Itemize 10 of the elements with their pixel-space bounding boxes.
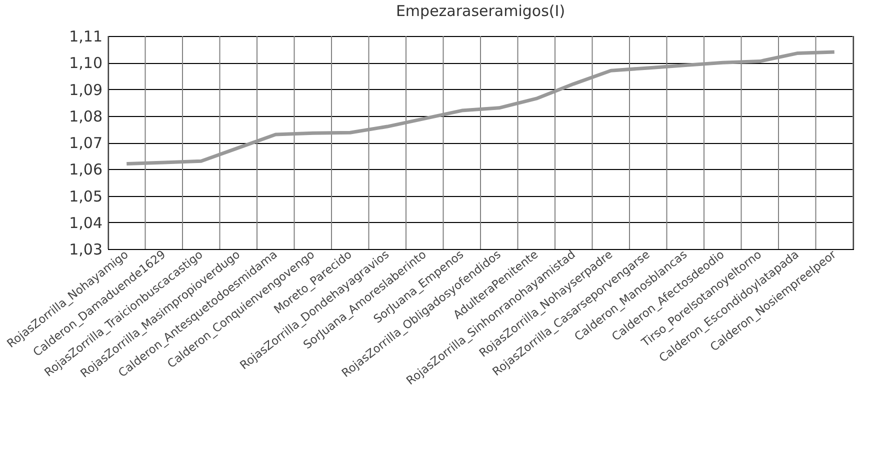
line-series xyxy=(124,50,836,166)
y-tick-label: 1,10 xyxy=(69,54,102,72)
y-tick-label: 1,07 xyxy=(69,134,102,152)
y-tick-label: 1,05 xyxy=(69,187,102,206)
y-tick-label: 1,06 xyxy=(69,160,102,179)
y-tick-label: 1,11 xyxy=(69,28,102,46)
y-tick-label: 1,04 xyxy=(69,214,102,232)
y-tick-label: 1,08 xyxy=(69,107,102,126)
chart-title: Empezaraseramigos(I) xyxy=(396,2,566,20)
y-tick-label: 1,09 xyxy=(69,80,102,99)
